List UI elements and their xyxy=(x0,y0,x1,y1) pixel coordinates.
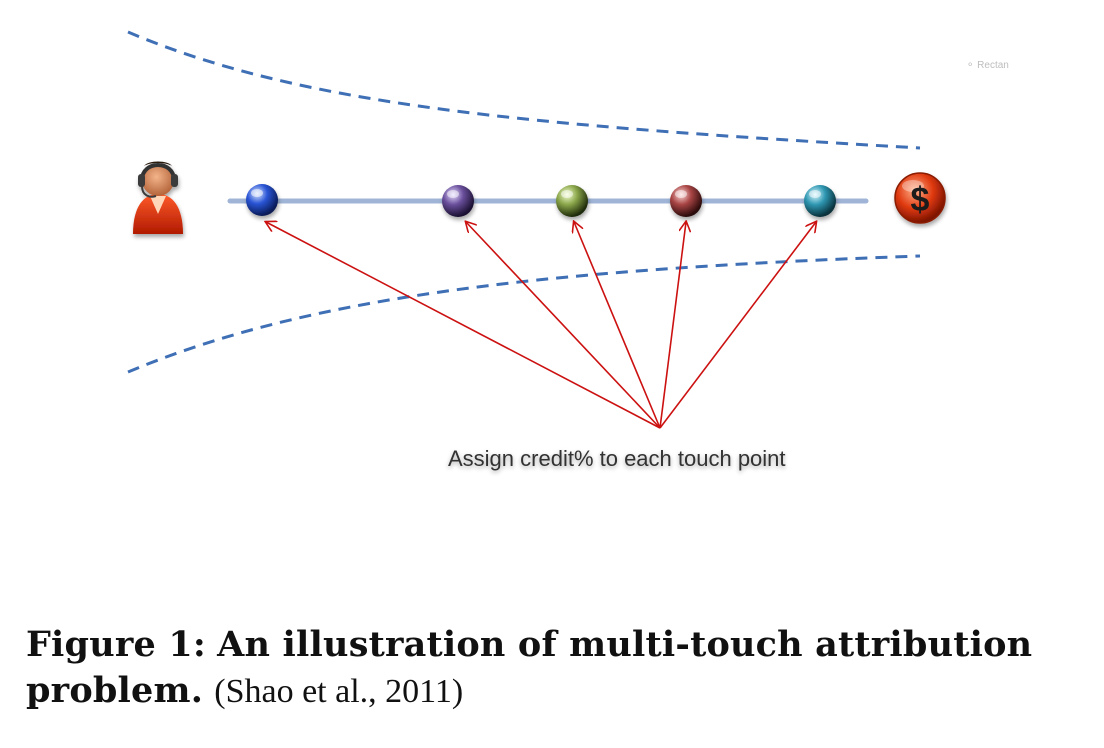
caption-title-part-1: An illustration of multi-touch attributi… xyxy=(217,624,1033,665)
funnel-upper-boundary xyxy=(127,30,921,150)
arrow-to-touch-point-5 xyxy=(659,222,816,429)
figure-caption: Figure 1: An illustration of multi-touch… xyxy=(26,622,1086,715)
arrow-to-touch-point-4 xyxy=(659,222,686,429)
caption-title-part-2: problem. xyxy=(26,670,204,711)
touch-point-4 xyxy=(670,185,702,217)
caption-line-1: Figure 1: An illustration of multi-touch… xyxy=(26,622,1086,668)
attribution-arrows xyxy=(266,222,816,429)
caption-line-2: problem. (Shao et al., 2011) xyxy=(26,668,1086,715)
user-headset-icon xyxy=(133,161,183,234)
caption-label: Figure 1: xyxy=(26,624,207,665)
callout-text: Assign credit% to each touch point xyxy=(448,446,786,471)
dollar-icon: $ xyxy=(894,172,946,224)
touch-point-5 xyxy=(804,185,836,217)
arrow-to-touch-point-1 xyxy=(266,222,661,429)
arrow-to-touch-point-2 xyxy=(466,222,661,429)
funnel-lower-boundary xyxy=(127,254,921,374)
attribution-diagram: $ Assign credit% to each touch point xyxy=(127,30,946,471)
caption-citation: (Shao et al., 2011) xyxy=(214,673,464,710)
touch-point-2 xyxy=(442,185,474,217)
touch-point-1 xyxy=(246,184,278,216)
faint-bullet-icon: ⚬ xyxy=(966,60,975,71)
touch-point-3 xyxy=(556,185,588,217)
faint-shape-label: ⚬ Rectan xyxy=(966,60,1009,71)
svg-text:$: $ xyxy=(911,181,930,219)
arrow-to-touch-point-3 xyxy=(574,222,661,429)
